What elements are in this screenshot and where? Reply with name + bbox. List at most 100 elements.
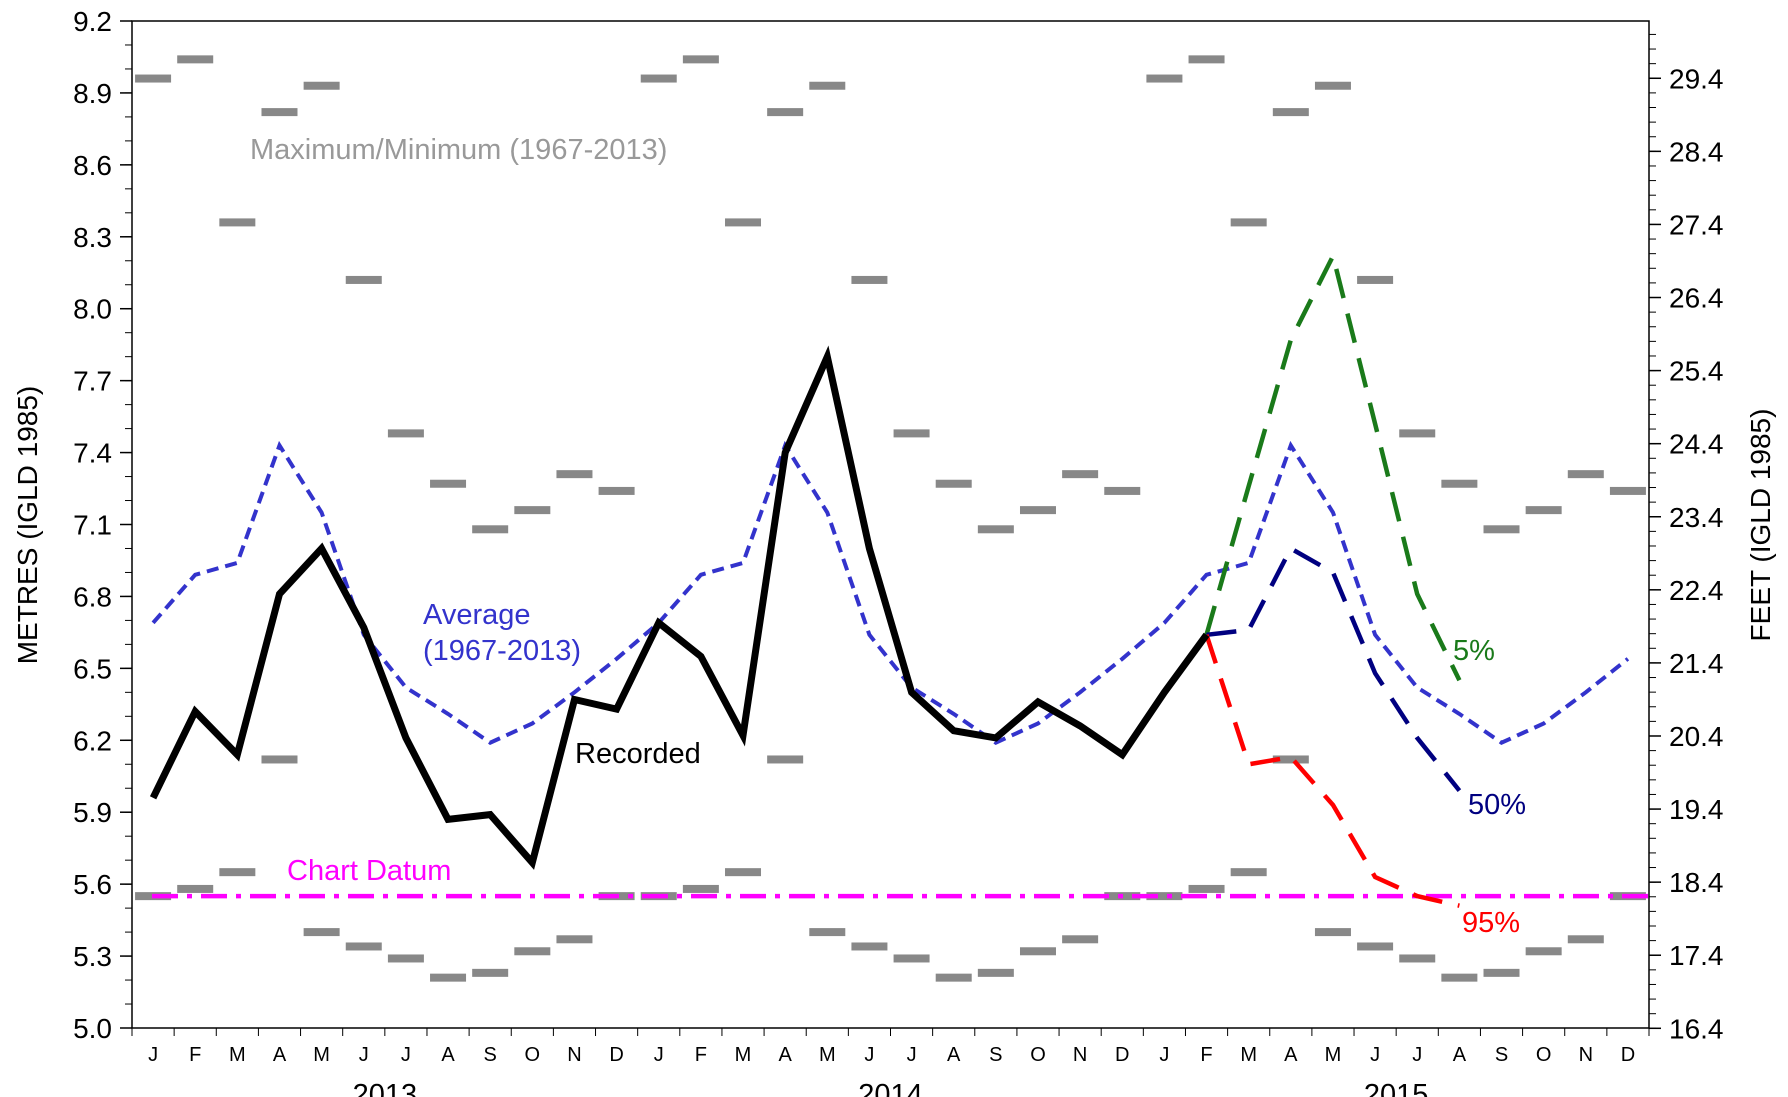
month-label: J xyxy=(654,1044,664,1066)
month-label: F xyxy=(1200,1044,1212,1066)
minimum-bar xyxy=(1399,954,1436,963)
minimum-bar xyxy=(1230,868,1267,877)
left-tick-label: 8.3 xyxy=(73,222,112,253)
chart-labels: METRES (IGLD 1985) FEET (IGLD 1985) Maxi… xyxy=(12,6,1776,1097)
month-label: F xyxy=(189,1044,201,1066)
maximum-bar xyxy=(725,218,762,227)
minimum-bar xyxy=(1525,947,1562,956)
left-tick-label: 6.8 xyxy=(73,581,112,612)
minimum-bar xyxy=(261,755,298,764)
left-tick-label: 7.4 xyxy=(73,438,112,469)
right-tick-label: 18.4 xyxy=(1669,867,1724,898)
maximum-bar xyxy=(1567,470,1604,479)
right-tick-label: 28.4 xyxy=(1669,136,1724,167)
maximum-bar xyxy=(1314,81,1351,90)
month-label: J xyxy=(907,1044,917,1066)
minimum-bar xyxy=(177,884,214,893)
p5-forecast-line xyxy=(1204,249,1462,682)
left-tick-label: 6.5 xyxy=(73,653,112,684)
right-tick-label: 20.4 xyxy=(1669,721,1724,752)
right-tick-label: 17.4 xyxy=(1669,940,1724,971)
month-label: M xyxy=(1325,1044,1342,1066)
right-tick-label: 21.4 xyxy=(1669,648,1724,679)
maximum-bar xyxy=(977,525,1014,534)
month-label: J xyxy=(148,1044,158,1066)
maximum-bar xyxy=(219,218,256,227)
left-tick-label: 5.0 xyxy=(73,1013,112,1044)
average-line xyxy=(151,440,1630,745)
minimum-bar xyxy=(1188,884,1225,893)
right-tick-label: 23.4 xyxy=(1669,502,1724,533)
month-label: F xyxy=(695,1044,707,1066)
year-label: 2015 xyxy=(1364,1079,1429,1097)
year-label: 2014 xyxy=(858,1079,923,1097)
minimum-bar xyxy=(219,868,256,877)
left-tick-label: 7.1 xyxy=(73,510,112,541)
maximum-bar xyxy=(1146,74,1183,83)
month-label: A xyxy=(1453,1044,1467,1066)
month-label: N xyxy=(1073,1044,1087,1066)
p50-annotation: 50% xyxy=(1468,789,1526,821)
maximum-bar xyxy=(1019,506,1056,515)
left-tick-label: 5.9 xyxy=(73,797,112,828)
minimum-bar xyxy=(303,928,340,937)
maximum-bar xyxy=(1483,525,1520,534)
average-annotation-line2: (1967-2013) xyxy=(423,635,581,667)
p95-forecast-line xyxy=(1204,634,1460,908)
maximum-bar xyxy=(514,506,551,515)
maximum-bar xyxy=(598,486,635,495)
minimum-bar xyxy=(514,947,551,956)
left-tick-label: 6.2 xyxy=(73,725,112,756)
right-tick-label: 19.4 xyxy=(1669,794,1724,825)
axis-ticks xyxy=(120,20,1661,1036)
minimum-bar xyxy=(1062,935,1099,944)
minimum-bar xyxy=(1441,973,1478,982)
minimum-bar xyxy=(682,884,719,893)
month-label: J xyxy=(864,1044,874,1066)
month-label: A xyxy=(441,1044,455,1066)
right-tick-label: 29.4 xyxy=(1669,63,1724,94)
maximum-bar xyxy=(1272,108,1309,117)
month-label: M xyxy=(313,1044,330,1066)
maximum-bar xyxy=(1104,486,1141,495)
p50-forecast-line xyxy=(1206,545,1462,793)
maximum-bar xyxy=(767,108,804,117)
month-label: J xyxy=(1370,1044,1380,1066)
minimum-bar xyxy=(767,755,804,764)
minimum-bar xyxy=(851,942,888,951)
maximum-bar xyxy=(345,275,382,284)
minimum-bar xyxy=(935,973,972,982)
month-label: N xyxy=(1579,1044,1593,1066)
year-label: 2013 xyxy=(353,1079,418,1097)
maximum-bar xyxy=(1230,218,1267,227)
maximum-bar xyxy=(1441,479,1478,488)
right-tick-label: 16.4 xyxy=(1669,1013,1724,1044)
month-label: O xyxy=(1536,1044,1552,1066)
month-label: A xyxy=(273,1044,287,1066)
month-label: M xyxy=(819,1044,836,1066)
maximum-bar xyxy=(261,108,298,117)
minimum-bar xyxy=(809,928,846,937)
max-min-bars xyxy=(135,55,1646,982)
minimum-bar xyxy=(893,954,930,963)
month-label: J xyxy=(359,1044,369,1066)
chart-datum-annotation: Chart Datum xyxy=(287,855,451,887)
month-label: A xyxy=(947,1044,961,1066)
maximum-bar xyxy=(682,55,719,64)
right-tick-label: 24.4 xyxy=(1669,429,1724,460)
maximum-bar xyxy=(556,470,593,479)
maximum-bar xyxy=(851,275,888,284)
maximum-bar xyxy=(177,55,214,64)
maxmin-annotation: Maximum/Minimum (1967-2013) xyxy=(250,134,667,166)
month-label: D xyxy=(1115,1044,1129,1066)
month-label: S xyxy=(989,1044,1002,1066)
month-label: D xyxy=(609,1044,623,1066)
month-label: A xyxy=(1284,1044,1298,1066)
left-tick-label: 8.6 xyxy=(73,150,112,181)
month-label: S xyxy=(1495,1044,1508,1066)
maximum-bar xyxy=(430,479,467,488)
series-lines xyxy=(149,249,1649,908)
month-label: M xyxy=(229,1044,246,1066)
